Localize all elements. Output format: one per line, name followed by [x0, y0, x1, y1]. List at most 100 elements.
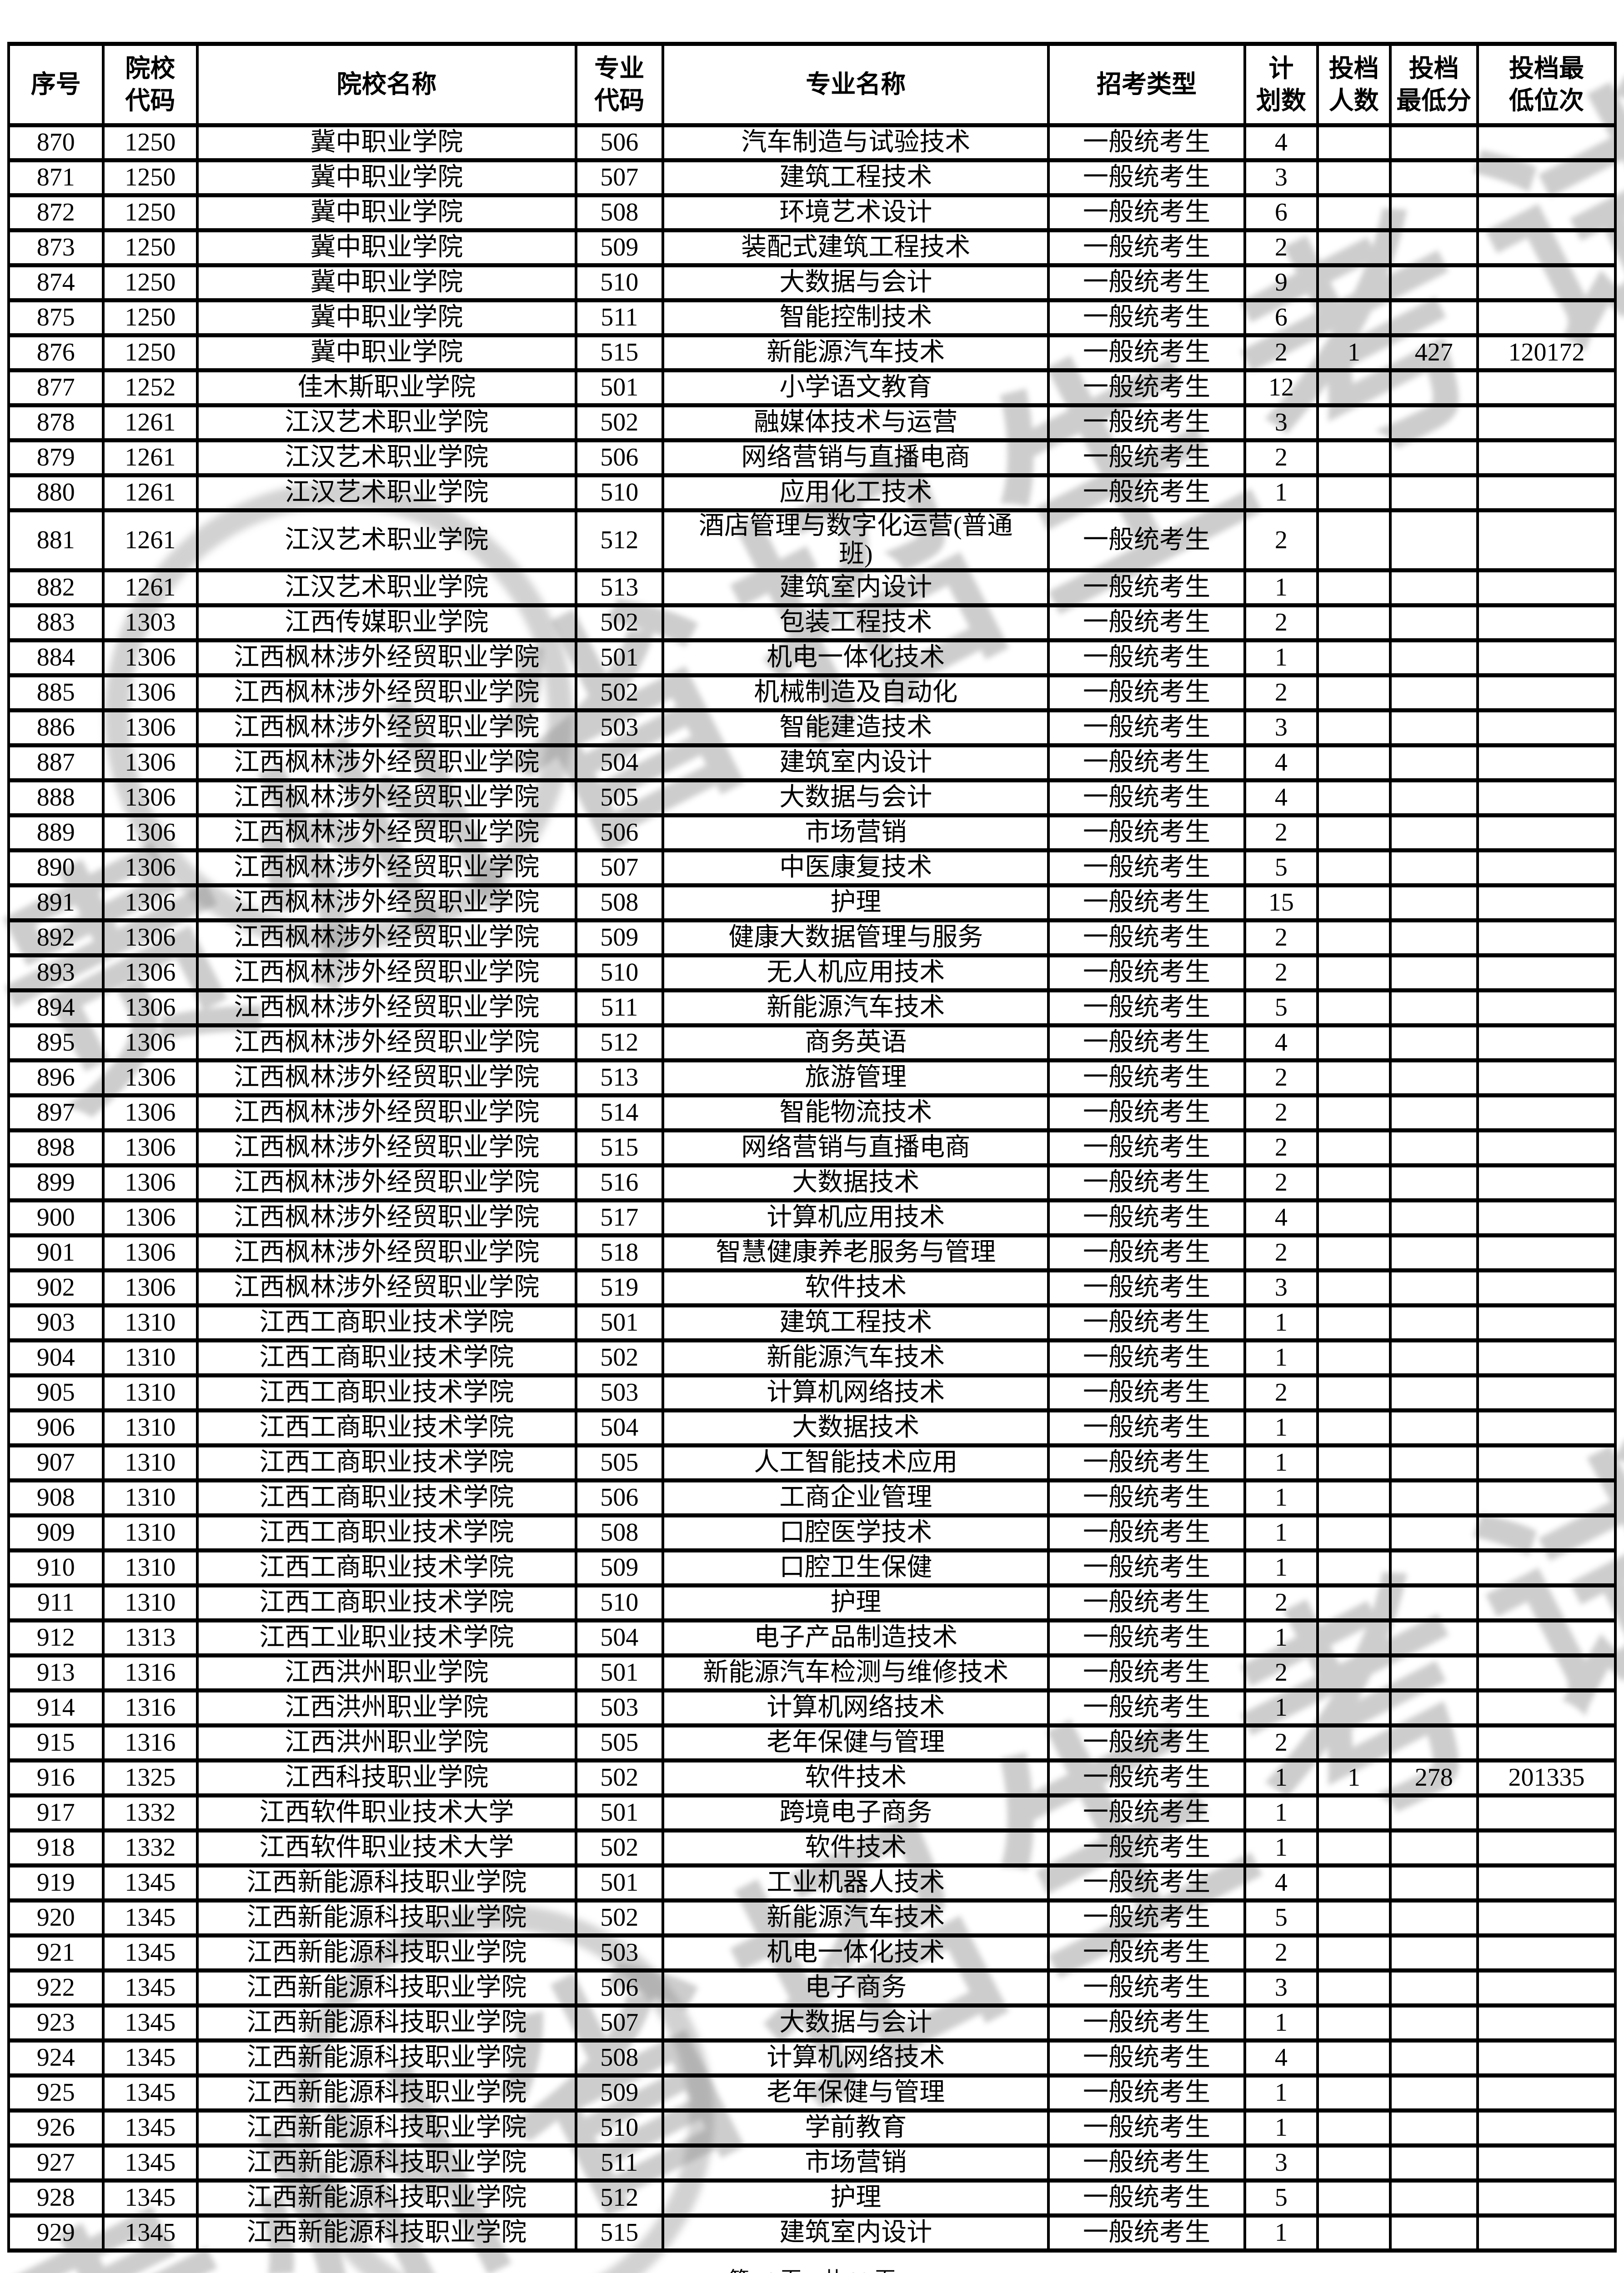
cell-cast-count — [1316, 1163, 1392, 1203]
cell-cast-count — [1316, 158, 1392, 197]
cell-min-rank — [1476, 368, 1617, 407]
cell-plan-count: 1 — [1243, 1513, 1319, 1553]
cell-school-name: 冀中职业学院 — [196, 228, 577, 267]
cell-plan-count: 1 — [1243, 1303, 1319, 1343]
cell-school-name: 江西工商职业技术学院 — [196, 1373, 577, 1413]
cell-no: 888 — [7, 778, 105, 818]
cell-admission-type: 一般统考生 — [1047, 988, 1246, 1028]
table-row: 908 1310 江西工商职业技术学院 506 工商企业管理 一般统考生 1 — [7, 1478, 1617, 1518]
cell-major-code: 510 — [574, 473, 665, 512]
cell-major-name: 小学语文教育 — [662, 368, 1050, 407]
cell-school-code: 1261 — [101, 438, 199, 477]
cell-major-code: 502 — [574, 1338, 665, 1378]
cell-school-code: 1345 — [101, 2073, 199, 2113]
cell-no: 881 — [7, 508, 105, 573]
cell-major-name: 工商企业管理 — [662, 1478, 1050, 1518]
cell-major-code: 515 — [574, 2213, 665, 2253]
cell-min-score — [1388, 708, 1479, 748]
cell-no: 884 — [7, 638, 105, 678]
cell-plan-count: 2 — [1243, 1933, 1319, 1973]
table-row: 890 1306 江西枫林涉外经贸职业学院 507 中医康复技术 一般统考生 5 — [7, 848, 1617, 888]
cell-school-code: 1303 — [101, 603, 199, 643]
cell-school-name: 佳木斯职业学院 — [196, 368, 577, 407]
cell-no: 875 — [7, 298, 105, 337]
cell-major-code: 507 — [574, 848, 665, 888]
table-row: 879 1261 江汉艺术职业学院 506 网络营销与直播电商 一般统考生 2 — [7, 438, 1617, 477]
cell-school-code: 1332 — [101, 1828, 199, 1868]
table-row: 906 1310 江西工商职业技术学院 504 大数据技术 一般统考生 1 — [7, 1408, 1617, 1448]
cell-major-name: 机电一体化技术 — [662, 638, 1050, 678]
cell-school-name: 江西枫林涉外经贸职业学院 — [196, 743, 577, 783]
cell-no: 924 — [7, 2038, 105, 2078]
cell-school-code: 1310 — [101, 1373, 199, 1413]
cell-admission-type: 一般统考生 — [1047, 228, 1246, 267]
cell-cast-count — [1316, 1618, 1392, 1658]
cell-min-score — [1388, 1513, 1479, 1553]
cell-school-code: 1306 — [101, 1093, 199, 1133]
cell-min-rank — [1476, 603, 1617, 643]
cell-min-rank — [1476, 2003, 1617, 2043]
cell-major-code: 515 — [574, 1128, 665, 1168]
cell-major-name: 电子产品制造技术 — [662, 1618, 1050, 1658]
table-row: 881 1261 江汉艺术职业学院 512 酒店管理与数字化运营(普通 班) 一… — [7, 508, 1617, 573]
cell-min-score — [1388, 1548, 1479, 1588]
cell-no: 911 — [7, 1583, 105, 1623]
table-row: 928 1345 江西新能源科技职业学院 512 护理 一般统考生 5 — [7, 2178, 1617, 2218]
cell-major-code: 511 — [574, 988, 665, 1028]
cell-school-name: 江西枫林涉外经贸职业学院 — [196, 673, 577, 713]
cell-major-code: 505 — [574, 1723, 665, 1763]
cell-major-code: 515 — [574, 333, 665, 372]
col-header-major-name: 专业名称 — [662, 42, 1050, 127]
cell-major-name: 智能物流技术 — [662, 1093, 1050, 1133]
cell-admission-type: 一般统考生 — [1047, 403, 1246, 442]
admission-score-table: 序号 院校 代码 院校名称 专业 代码 专业名称 招考类型 计 划数 投档 人数… — [7, 42, 1617, 2253]
cell-plan-count: 6 — [1243, 193, 1319, 232]
cell-school-name: 江西枫林涉外经贸职业学院 — [196, 778, 577, 818]
cell-min-score — [1388, 638, 1479, 678]
cell-min-score — [1388, 508, 1479, 573]
cell-school-code: 1306 — [101, 778, 199, 818]
cell-major-code: 502 — [574, 1898, 665, 1938]
table-row: 900 1306 江西枫林涉外经贸职业学院 517 计算机应用技术 一般统考生 … — [7, 1198, 1617, 1238]
cell-plan-count: 2 — [1243, 918, 1319, 958]
cell-admission-type: 一般统考生 — [1047, 1548, 1246, 1588]
cell-school-code: 1306 — [101, 1198, 199, 1238]
cell-major-code: 508 — [574, 2038, 665, 2078]
cell-cast-count — [1316, 1338, 1392, 1378]
cell-school-code: 1250 — [101, 228, 199, 267]
cell-admission-type: 一般统考生 — [1047, 193, 1246, 232]
cell-cast-count — [1316, 953, 1392, 993]
cell-no: 901 — [7, 1233, 105, 1273]
cell-min-score — [1388, 1023, 1479, 1063]
cell-min-score — [1388, 1443, 1479, 1483]
cell-plan-count: 5 — [1243, 1898, 1319, 1938]
cell-no: 890 — [7, 848, 105, 888]
cell-school-code: 1306 — [101, 743, 199, 783]
cell-plan-count: 1 — [1243, 2108, 1319, 2148]
table-row: 902 1306 江西枫林涉外经贸职业学院 519 软件技术 一般统考生 3 — [7, 1268, 1617, 1308]
cell-school-name: 江西工商职业技术学院 — [196, 1303, 577, 1343]
cell-plan-count: 3 — [1243, 1268, 1319, 1308]
cell-major-code: 505 — [574, 778, 665, 818]
cell-min-score — [1388, 1793, 1479, 1833]
cell-plan-count: 1 — [1243, 568, 1319, 608]
cell-major-code: 508 — [574, 883, 665, 923]
cell-major-name: 新能源汽车检测与维修技术 — [662, 1653, 1050, 1693]
cell-min-rank: 201335 — [1476, 1758, 1617, 1798]
cell-plan-count: 2 — [1243, 673, 1319, 713]
cell-plan-count: 5 — [1243, 988, 1319, 1028]
cell-school-code: 1261 — [101, 473, 199, 512]
cell-no: 916 — [7, 1758, 105, 1798]
cell-school-name: 江西枫林涉外经贸职业学院 — [196, 1023, 577, 1063]
cell-min-rank — [1476, 1968, 1617, 2008]
cell-school-code: 1316 — [101, 1688, 199, 1728]
cell-plan-count: 2 — [1243, 1373, 1319, 1413]
cell-school-name: 江汉艺术职业学院 — [196, 568, 577, 608]
table-row: 929 1345 江西新能源科技职业学院 515 建筑室内设计 一般统考生 1 — [7, 2213, 1617, 2253]
cell-no: 885 — [7, 673, 105, 713]
cell-school-name: 冀中职业学院 — [196, 298, 577, 337]
cell-min-rank — [1476, 1198, 1617, 1238]
table-row: 876 1250 冀中职业学院 515 新能源汽车技术 一般统考生 2 1 42… — [7, 333, 1617, 372]
cell-major-name: 新能源汽车技术 — [662, 1338, 1050, 1378]
cell-school-code: 1345 — [101, 1863, 199, 1903]
